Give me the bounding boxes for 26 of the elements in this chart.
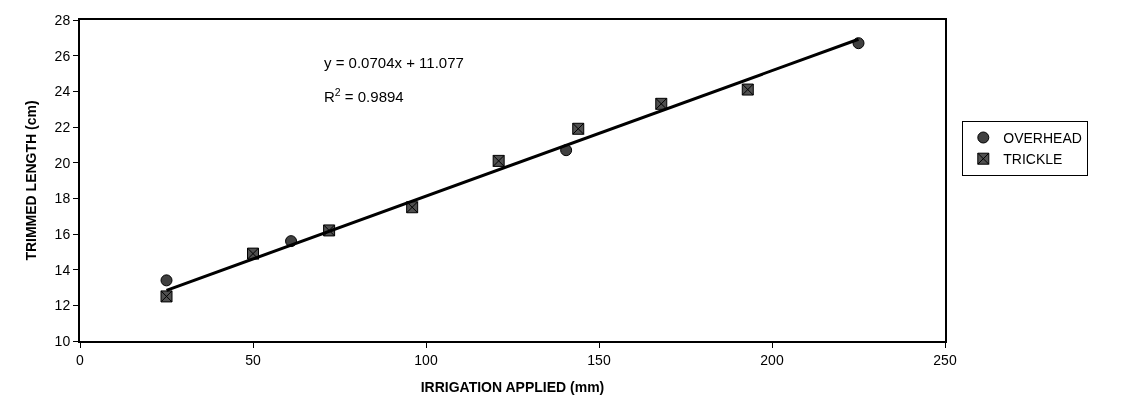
y-tick-label: 10 bbox=[54, 332, 71, 349]
y-tick-label: 20 bbox=[54, 154, 71, 171]
annotation: R$^{2}$ = 0.9894 bbox=[324, 86, 404, 106]
legend-label: TRICKLE bbox=[1003, 151, 1063, 168]
legend-label: OVERHEAD bbox=[1003, 129, 1082, 146]
y-tick-label: 12 bbox=[54, 297, 71, 314]
point bbox=[741, 83, 754, 96]
y-tick-label: 18 bbox=[54, 190, 71, 207]
point bbox=[160, 274, 173, 287]
y-tick-label: 16 bbox=[54, 225, 71, 242]
point bbox=[160, 290, 173, 303]
y-tick-label: 22 bbox=[54, 118, 71, 135]
x-tick-label: 250 bbox=[933, 351, 957, 368]
x-axis-title: IRRIGATION APPLIED (mm) bbox=[420, 378, 605, 395]
x-tick-label: 200 bbox=[760, 351, 784, 368]
y-tick-label: 14 bbox=[54, 261, 71, 278]
y-tick-label: 26 bbox=[54, 47, 71, 64]
x-tick-label: 0 bbox=[76, 351, 85, 368]
x-tick-label: 50 bbox=[245, 351, 261, 368]
x-tick-label: 100 bbox=[414, 351, 438, 368]
x-tick-label: 150 bbox=[587, 351, 611, 368]
y-tick-label: 28 bbox=[54, 11, 71, 28]
y-axis-title: TRIMMED LENGTH (cm) bbox=[22, 100, 39, 261]
y-tick-label: 24 bbox=[54, 83, 71, 100]
point bbox=[572, 122, 585, 135]
annotation: y = 0.0704x + 11.077 bbox=[324, 54, 464, 71]
